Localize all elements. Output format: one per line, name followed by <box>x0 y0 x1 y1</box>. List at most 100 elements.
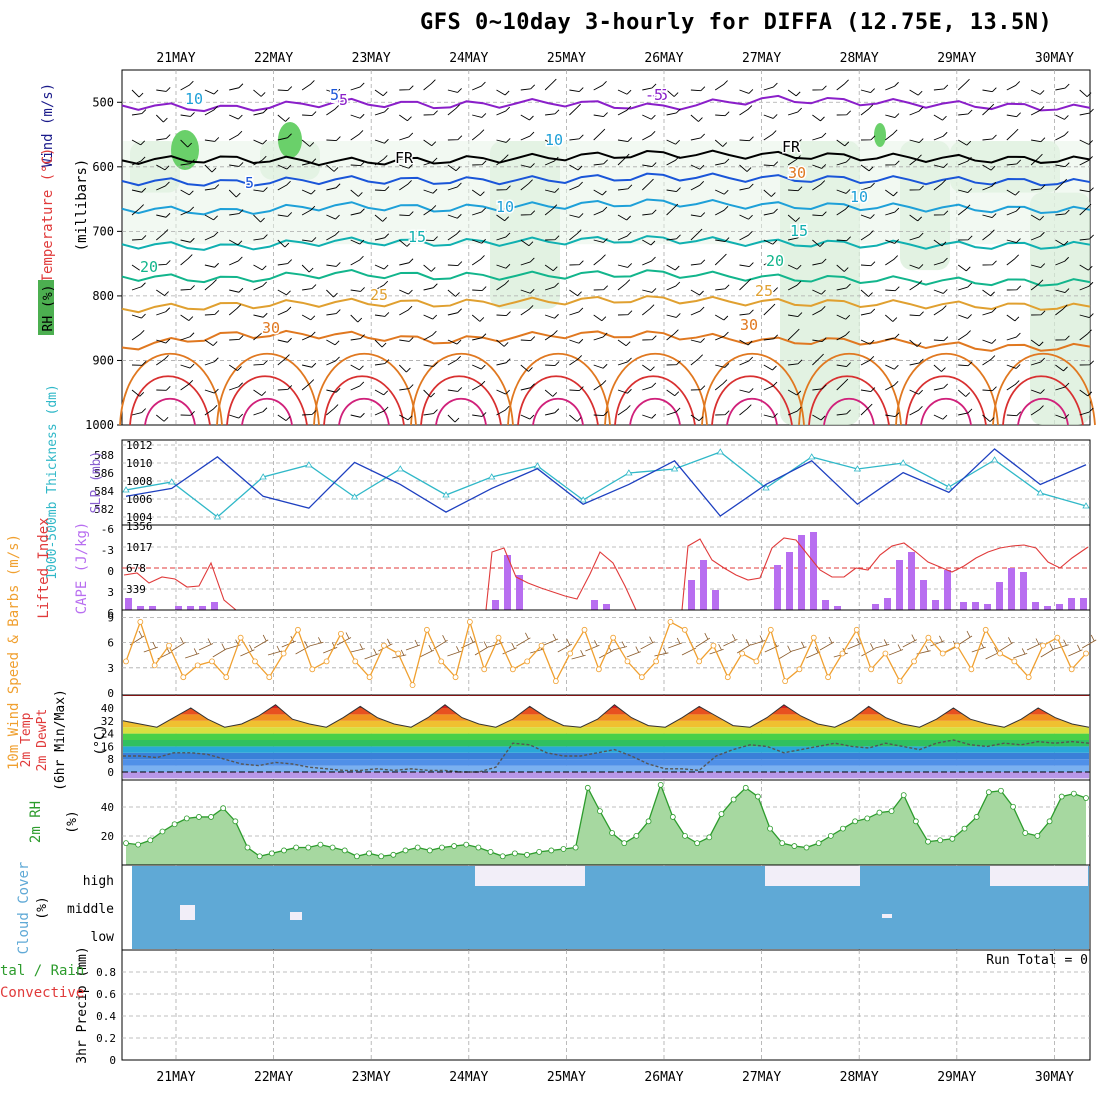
wind-barb <box>277 354 290 366</box>
wind-barb <box>788 186 803 192</box>
wind-barb <box>957 389 971 397</box>
wind-barb <box>909 311 924 317</box>
wind-barb <box>229 413 244 419</box>
wind-barb <box>423 283 438 291</box>
wind-barb <box>326 183 341 191</box>
wind-barb <box>933 179 947 191</box>
lifted-tick-label: -3 <box>101 544 114 557</box>
wind-barb <box>131 156 146 166</box>
wind-barb <box>326 309 341 316</box>
rh-tick-label: 40 <box>101 801 114 814</box>
surface-wind-barb <box>778 645 793 660</box>
wind-barb <box>228 364 242 371</box>
wind-barb <box>617 137 633 143</box>
thickness-series-point <box>853 465 862 472</box>
isotherm-35 <box>614 375 696 426</box>
wind-barb <box>642 114 656 120</box>
bottom-date-label: 25MAY <box>547 1070 586 1085</box>
contour-label: 15 <box>790 222 808 240</box>
rh2m-series-point <box>378 853 385 860</box>
rh2m-series-point <box>621 840 628 847</box>
thickness-series-point <box>488 473 496 480</box>
wind-barb <box>180 379 194 391</box>
surface-wind-barb <box>447 646 462 657</box>
rh2m-series-point <box>147 837 154 844</box>
wind-barb <box>496 106 511 116</box>
wind-barb <box>204 231 219 241</box>
top-date-label: 23MAY <box>352 51 391 66</box>
wind-barb <box>496 405 510 416</box>
wind-barb <box>204 89 219 95</box>
rh2m-series-point <box>730 796 737 803</box>
wind-barb <box>180 159 195 166</box>
wind-barb <box>860 214 875 219</box>
wind-barb <box>1006 332 1021 341</box>
isotherm-10 <box>121 198 1091 216</box>
wind-barb <box>836 205 850 216</box>
isotherm-30-loop <box>798 353 902 426</box>
surface-wind-barb <box>861 643 876 657</box>
wind-barb <box>690 212 706 218</box>
wind-barb <box>156 386 171 391</box>
surface-wind-barb <box>999 637 1014 652</box>
wind-barb <box>739 89 754 94</box>
contour-label: 25 <box>755 282 773 300</box>
wind-barb <box>423 409 438 416</box>
wind-barb <box>447 261 463 266</box>
wind-barb <box>1079 264 1093 271</box>
minmax-axis-label: (6hr Min/Max) <box>53 689 68 791</box>
thickness-series-point <box>213 513 222 520</box>
wind-barb <box>763 239 778 245</box>
wind-barb <box>836 378 849 391</box>
wind-barb <box>739 339 753 346</box>
contour-label: 30 <box>262 319 280 337</box>
surface-wind-barb <box>1040 643 1056 658</box>
wind-barb <box>957 204 971 216</box>
cape-bar <box>944 570 951 610</box>
wind-barb <box>812 258 827 266</box>
wind-barb <box>398 364 411 373</box>
wind-barb <box>763 82 778 91</box>
wind-barb <box>350 113 365 119</box>
wind-barb <box>399 384 414 391</box>
wind-barb <box>253 312 268 318</box>
wind-barb <box>326 289 338 298</box>
wind-barb <box>666 108 681 116</box>
temp-tick-label: 32 <box>101 715 114 728</box>
contour-label: -5 <box>645 86 663 104</box>
wind-barb <box>715 111 730 117</box>
wind-barb <box>399 258 414 266</box>
wind-barb <box>520 364 533 372</box>
rh2m-series-point <box>353 853 360 860</box>
wind-barb <box>156 181 170 191</box>
contour-label: 10 <box>185 90 203 108</box>
wind-barb <box>544 408 560 416</box>
wind-barb <box>326 387 341 393</box>
wind-barb <box>836 264 849 272</box>
wind-barb <box>617 310 633 316</box>
wind-speed-series-point <box>166 642 172 649</box>
wind-barb <box>593 128 606 141</box>
wind-barb <box>326 262 341 267</box>
surface-wind-barb <box>198 638 214 651</box>
wind-barb <box>860 104 874 116</box>
wind-barb <box>642 288 657 293</box>
wind-barb <box>399 414 413 421</box>
wind-barb <box>1079 407 1094 416</box>
wind-barb <box>909 232 924 241</box>
top-date-label: 24MAY <box>449 51 488 66</box>
wind-barb <box>763 287 778 293</box>
wind-speed-series-point <box>209 658 215 665</box>
cape-bar <box>996 582 1003 610</box>
surface-wind-barb <box>336 632 352 646</box>
thickness-series-point <box>808 453 816 460</box>
wind-barb <box>253 329 266 341</box>
wind-barb <box>739 278 752 291</box>
wind-barb <box>447 355 461 366</box>
wind-barb <box>1006 128 1019 141</box>
wind-barb <box>617 357 632 366</box>
wind-barb <box>374 359 390 366</box>
wind-barb <box>787 107 802 116</box>
wind-speed-series-point <box>137 619 144 625</box>
wind-barb <box>180 237 195 243</box>
